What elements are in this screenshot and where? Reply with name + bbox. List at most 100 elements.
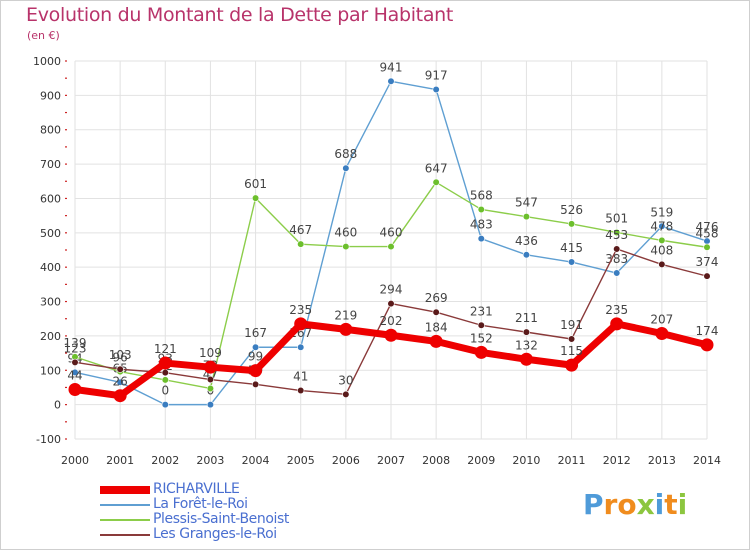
data-point (251, 380, 260, 388)
data-point (342, 242, 350, 251)
data-point (387, 242, 395, 251)
data-label: 231 (470, 304, 493, 318)
data-label: 41 (293, 370, 308, 384)
data-label: 453 (605, 228, 628, 242)
data-label: 526 (560, 203, 583, 217)
data-point (567, 335, 576, 343)
data-label: 458 (696, 226, 719, 240)
data-label: 483 (470, 218, 493, 232)
y-tick-label: 100 (40, 364, 61, 377)
data-label: 167 (244, 326, 267, 340)
y-tick-label: 0 (54, 399, 61, 412)
data-label: 460 (380, 226, 403, 240)
x-tick-label: 2006 (332, 454, 360, 467)
data-point (429, 334, 443, 348)
data-label: 211 (515, 311, 538, 325)
data-point (567, 258, 576, 266)
data-point (116, 378, 124, 386)
y-tick-label: 800 (40, 124, 61, 137)
data-point (71, 358, 79, 366)
data-point (161, 401, 169, 409)
legend-swatch (100, 504, 150, 506)
data-label: 174 (696, 324, 719, 338)
x-tick-label: 2000 (61, 454, 89, 467)
data-label: 235 (605, 303, 628, 317)
x-tick-label: 2011 (558, 454, 586, 467)
data-point (387, 77, 395, 85)
data-point (116, 365, 124, 373)
data-point (432, 85, 440, 94)
x-tick-label: 2001 (106, 454, 134, 467)
y-tick-label: 500 (40, 227, 61, 240)
y-tick-label: 200 (40, 330, 61, 343)
data-point (700, 338, 714, 352)
data-point (342, 164, 350, 172)
x-tick-label: 2012 (603, 454, 631, 467)
data-point (294, 317, 308, 331)
data-label: 109 (199, 346, 222, 360)
legend-label: Plessis-Saint-Benoist (153, 511, 289, 527)
data-label: 219 (334, 308, 357, 322)
data-point (658, 222, 666, 230)
data-point (251, 343, 260, 351)
data-point (432, 308, 440, 316)
legend-label: RICHARVILLE (153, 481, 240, 497)
data-label: 917 (425, 69, 448, 83)
data-point (658, 260, 666, 269)
data-point (339, 322, 353, 336)
data-label: 30 (338, 373, 353, 387)
x-tick-label: 2004 (242, 454, 270, 467)
y-tick-label: 300 (40, 296, 61, 309)
x-tick-label: 2014 (693, 454, 721, 467)
data-label: 568 (470, 188, 493, 202)
x-tick-label: 2003 (196, 454, 224, 467)
data-label: 436 (515, 234, 538, 248)
data-label: 415 (560, 241, 583, 255)
data-label: 44 (67, 369, 82, 383)
data-point (158, 356, 172, 370)
data-label: 96 (113, 351, 128, 365)
y-tick-label: 700 (40, 158, 61, 171)
data-label: 121 (154, 342, 177, 356)
y-tick-label: -100 (36, 433, 61, 446)
data-label: 132 (515, 338, 538, 352)
data-point (613, 228, 621, 237)
data-label: 294 (380, 283, 403, 297)
data-label: 115 (560, 344, 583, 358)
data-point (519, 352, 533, 366)
logo-letter: P (583, 488, 604, 521)
y-tick-label: 1000 (33, 55, 61, 68)
logo-letter: i (654, 488, 665, 521)
x-tick-label: 2009 (467, 454, 495, 467)
data-point (206, 401, 215, 409)
data-point (161, 369, 169, 377)
data-label: 478 (650, 219, 673, 233)
data-point (432, 178, 440, 186)
data-label: 139 (64, 336, 87, 350)
legend-swatch (100, 519, 150, 521)
data-label: 123 (64, 341, 87, 355)
data-point (610, 317, 624, 331)
x-tick-label: 2008 (422, 454, 450, 467)
data-point (658, 236, 666, 244)
data-label: 383 (605, 252, 628, 266)
data-point (703, 272, 711, 280)
legend-label: Les Granges-le-Roi (153, 526, 277, 542)
data-label: 99 (248, 350, 263, 364)
data-point (567, 220, 576, 228)
data-point (206, 375, 215, 384)
logo-letter: r (603, 488, 618, 521)
logo-letter: o (617, 488, 637, 521)
data-point (161, 376, 169, 384)
data-point (68, 383, 82, 397)
data-point (113, 389, 127, 403)
data-point (342, 390, 350, 398)
data-point (206, 384, 215, 393)
data-point (297, 343, 305, 351)
logo-letter: t (664, 488, 678, 521)
data-label: 408 (650, 243, 673, 257)
data-label: 269 (425, 291, 448, 305)
data-label: 941 (380, 60, 403, 74)
data-label: 103 (109, 348, 132, 362)
